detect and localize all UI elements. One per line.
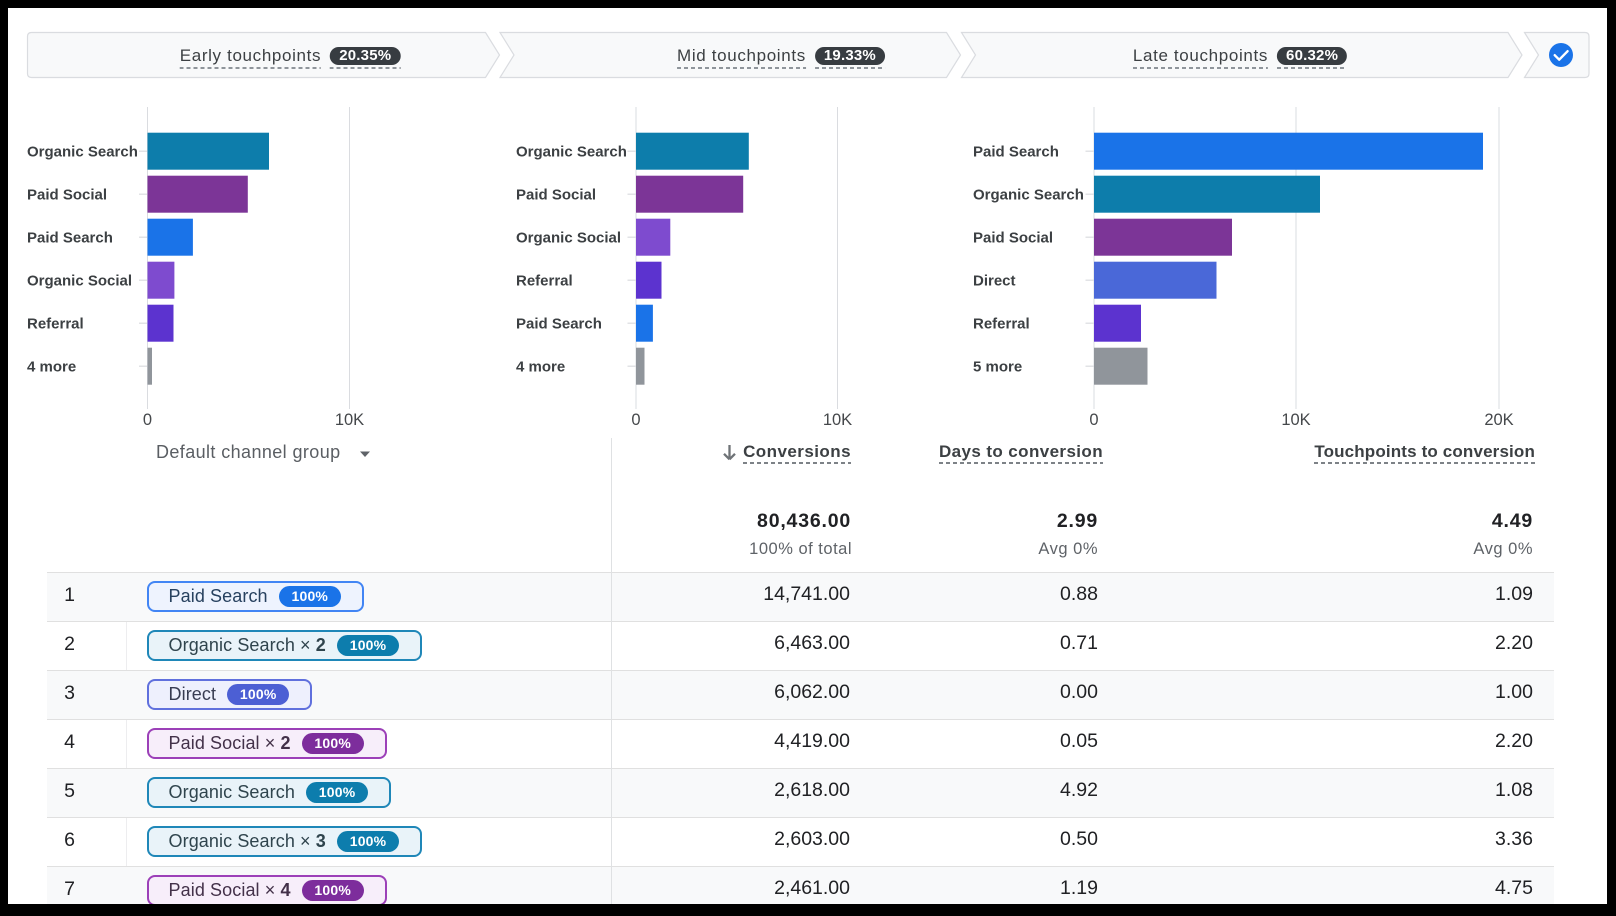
svg-text:5 more: 5 more — [973, 359, 1022, 376]
svg-text:10K: 10K — [823, 411, 852, 429]
svg-text:4 more: 4 more — [27, 359, 76, 376]
svg-text:0: 0 — [631, 411, 640, 429]
svg-text:Referral: Referral — [27, 316, 84, 333]
svg-text:Organic Social: Organic Social — [516, 230, 621, 247]
svg-text:Organic Social: Organic Social — [27, 273, 132, 290]
svg-text:Referral: Referral — [973, 316, 1030, 333]
svg-text:Organic Search: Organic Search — [516, 144, 627, 161]
svg-text:10K: 10K — [1281, 411, 1310, 429]
svg-text:4 more: 4 more — [516, 359, 565, 376]
svg-text:Paid Search: Paid Search — [27, 230, 113, 247]
svg-text:Paid Search: Paid Search — [516, 316, 602, 333]
svg-text:Paid Social: Paid Social — [516, 187, 596, 204]
svg-text:0: 0 — [1089, 411, 1098, 429]
svg-text:Paid Search: Paid Search — [973, 144, 1059, 161]
svg-text:Referral: Referral — [516, 273, 573, 290]
svg-text:Organic Search: Organic Search — [973, 187, 1084, 204]
svg-text:Direct: Direct — [973, 273, 1016, 290]
svg-text:10K: 10K — [335, 411, 364, 429]
svg-text:Paid Social: Paid Social — [27, 187, 107, 204]
svg-text:Organic Search: Organic Search — [27, 144, 138, 161]
svg-text:Paid Social: Paid Social — [973, 230, 1053, 247]
svg-text:20K: 20K — [1484, 411, 1513, 429]
svg-text:0: 0 — [143, 411, 152, 429]
